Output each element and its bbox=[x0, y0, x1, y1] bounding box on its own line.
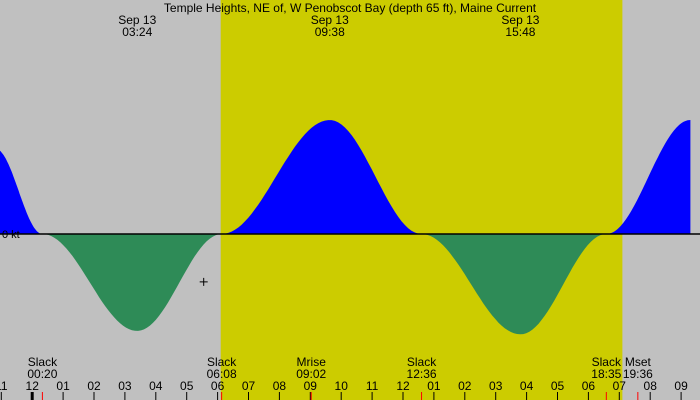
event-name-label: Mset bbox=[625, 355, 652, 369]
hour-tick-label: 01 bbox=[427, 379, 441, 393]
hour-tick-label: 08 bbox=[273, 379, 287, 393]
peak-time-label: 03:24 bbox=[122, 25, 152, 39]
event-time-label: 19:36 bbox=[623, 367, 653, 381]
hour-tick-label: 01 bbox=[56, 379, 70, 393]
chart-title: Temple Heights, NE of, W Penobscot Bay (… bbox=[164, 1, 537, 15]
hour-tick-label: 03 bbox=[489, 379, 503, 393]
event-name-label: Slack bbox=[592, 355, 622, 369]
peak-time-label: 09:38 bbox=[315, 25, 345, 39]
hour-tick-label: 03 bbox=[118, 379, 132, 393]
event-name-label: Slack bbox=[207, 355, 237, 369]
ebb-area bbox=[421, 234, 607, 335]
hour-tick-label: 12 bbox=[26, 379, 40, 393]
ebb-area bbox=[42, 234, 222, 331]
hour-tick-label: 08 bbox=[644, 379, 658, 393]
flood-area bbox=[221, 120, 422, 234]
peak-date-label: Sep 13 bbox=[501, 13, 539, 27]
peak-time-label: 15:48 bbox=[505, 25, 535, 39]
event-time-label: 18:35 bbox=[591, 367, 621, 381]
flood-area bbox=[0, 150, 43, 234]
peak-date-label: Sep 13 bbox=[118, 13, 156, 27]
hour-tick-label: 02 bbox=[458, 379, 472, 393]
event-time-label: 09:02 bbox=[296, 367, 326, 381]
event-name-label: Slack bbox=[407, 355, 437, 369]
hour-tick-label: 04 bbox=[520, 379, 534, 393]
hour-tick-label: 12 bbox=[396, 379, 410, 393]
peak-date-label: Sep 13 bbox=[311, 13, 349, 27]
current-time-marker bbox=[199, 277, 208, 286]
hour-tick-label: 09 bbox=[674, 379, 688, 393]
hour-ticks: 11 12 01 02 03 04 05 06 07 08 09 10 11 12 01 02 03 04 05 06… bbox=[0, 379, 688, 400]
flood-area bbox=[606, 120, 691, 234]
hour-tick-label: 09 bbox=[304, 379, 318, 393]
hour-tick-label: 04 bbox=[149, 379, 163, 393]
event-labels: Slack00:20Slack06:08Mrise09:02Slack12:36… bbox=[27, 355, 653, 381]
hour-tick-label: 11 bbox=[0, 379, 8, 393]
event-time-label: 06:08 bbox=[207, 367, 237, 381]
hour-tick-label: 06 bbox=[211, 379, 225, 393]
hour-tick-label: 07 bbox=[613, 379, 627, 393]
hour-tick-label: 07 bbox=[242, 379, 256, 393]
hour-tick-label: 11 bbox=[366, 379, 379, 393]
event-name-label: Mrise bbox=[297, 355, 327, 369]
current-areas bbox=[0, 120, 691, 335]
hour-tick-label: 10 bbox=[335, 379, 349, 393]
hour-tick-label: 02 bbox=[87, 379, 101, 393]
hour-tick-label: 05 bbox=[551, 379, 565, 393]
event-name-label: Slack bbox=[28, 355, 58, 369]
hour-tick-label: 06 bbox=[582, 379, 596, 393]
hour-tick-label: 05 bbox=[180, 379, 194, 393]
event-time-label: 12:36 bbox=[407, 367, 437, 381]
zero-kt-label: 0 kt bbox=[2, 229, 20, 241]
event-time-label: 00:20 bbox=[27, 367, 57, 381]
